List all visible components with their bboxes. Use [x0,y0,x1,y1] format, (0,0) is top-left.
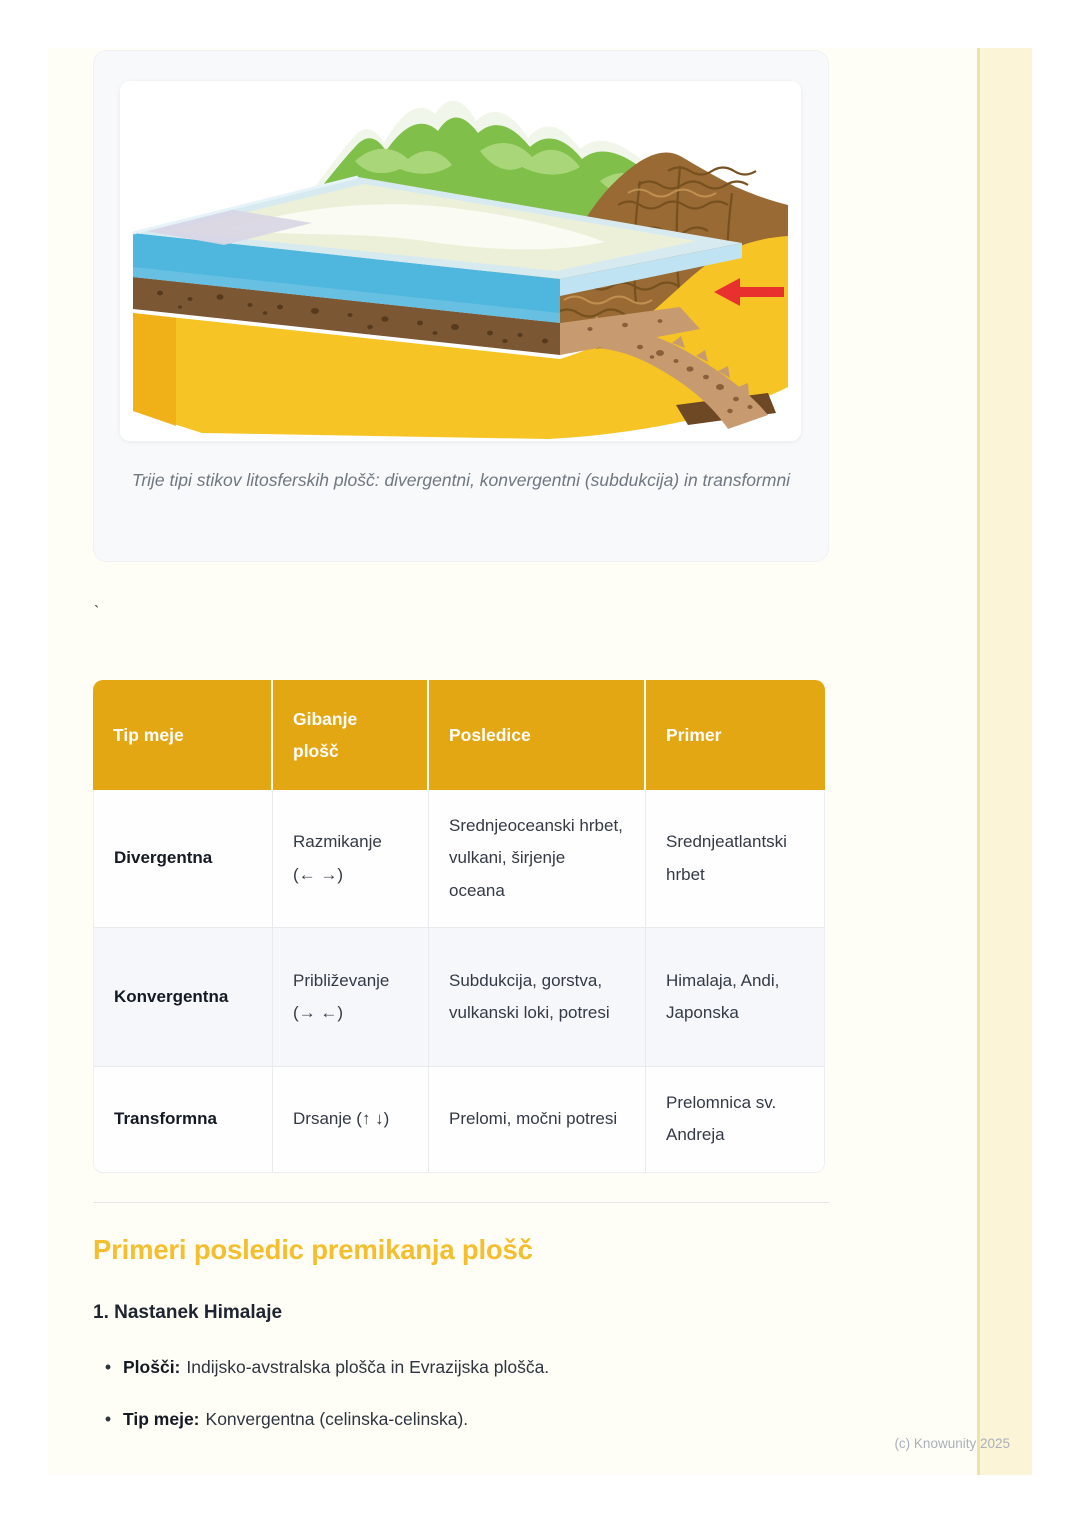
stray-backtick: ` [94,604,100,621]
bullet-icon: • [104,1357,112,1377]
document-page: Trije tipi stikov litosferskih plošč: di… [48,48,1032,1475]
table-cell-movement: Razmikanje (← →) [273,790,429,927]
table-header-cell: Posledice [429,680,646,790]
table-row: Transformna Drsanje (↑ ↓) Prelomi, močni… [94,1066,824,1172]
bullet-label: Plošči: [123,1357,181,1377]
table-row: Konvergentna Približevanje (→ ←) Subdukc… [94,927,824,1066]
table-row: Divergentna Razmikanje (← →) Srednjeocea… [94,790,824,927]
table-cell-type: Konvergentna [94,928,273,1066]
table-header-row: Tip meje Gibanje plošč Posledice Primer [93,680,825,790]
table-header-cell: Primer [646,680,825,790]
list-item: • Plošči: Indijsko-avstralska plošča in E… [93,1354,813,1381]
tectonic-plates-illustration [120,81,801,441]
page-edge-stripe [977,48,1032,1475]
list-item: • Tip meje: Konvergentna (celinska-celins… [93,1406,813,1433]
table-cell-example: Himalaja, Andi, Japonska [666,970,780,1022]
bullet-text: Konvergentna (celinska-celinska). [205,1409,469,1429]
bullet-icon: • [104,1409,112,1429]
bullet-label: Tip meje: [123,1409,200,1429]
figure-card: Trije tipi stikov litosferskih plošč: di… [93,50,829,562]
table-cell-movement: Približevanje (→ ←) [273,928,429,1066]
plate-boundaries-table: Tip meje Gibanje plošč Posledice Primer … [93,680,825,1173]
table-cell-example: Srednjeatlantski hrbet [666,832,787,884]
table-cell-type: Transformna [94,1067,273,1172]
table-cell-example: Prelomnica sv. Andreja [666,1093,777,1145]
red-arrow-icon [714,278,784,306]
subsection-heading: 1. Nastanek Himalaje [93,1302,283,1323]
table-cell-consequences: Srednjeoceanski hrbet, vulkani, širjenje… [429,790,646,927]
table-cell-consequences: Prelomi, močni potresi [429,1067,646,1172]
bullet-text: Indijsko-avstralska plošča in Evrazijska… [186,1357,550,1377]
table-cell-type: Divergentna [94,790,273,927]
bullet-list: • Plošči: Indijsko-avstralska plošča in E… [93,1354,813,1458]
section-divider [93,1202,829,1203]
table-cell-consequences: Subdukcija, gorstva, vulkanski loki, pot… [429,928,646,1066]
table-header-cell: Gibanje plošč [273,680,429,790]
table-header-cell: Tip meje [93,680,273,790]
figure-caption: Trije tipi stikov litosferskih plošč: di… [131,470,791,490]
section-heading: Primeri posledic premikanja plošč [93,1234,533,1265]
figure-image [120,81,801,441]
table-cell-movement: Drsanje (↑ ↓) [273,1067,429,1172]
copyright-notice: (c) Knowunity 2025 [894,1436,1010,1451]
